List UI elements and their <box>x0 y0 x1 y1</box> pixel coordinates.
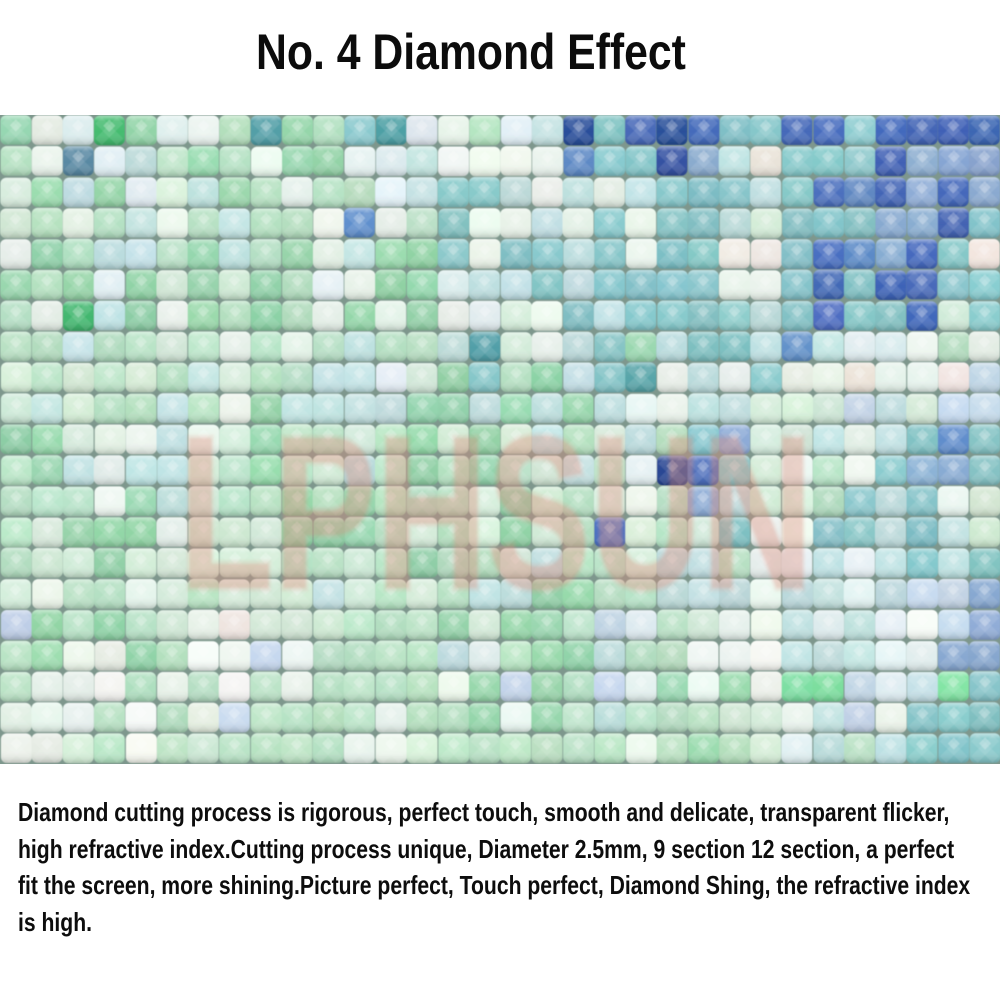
svg-text:LPHSUN: LPHSUN <box>179 392 813 635</box>
